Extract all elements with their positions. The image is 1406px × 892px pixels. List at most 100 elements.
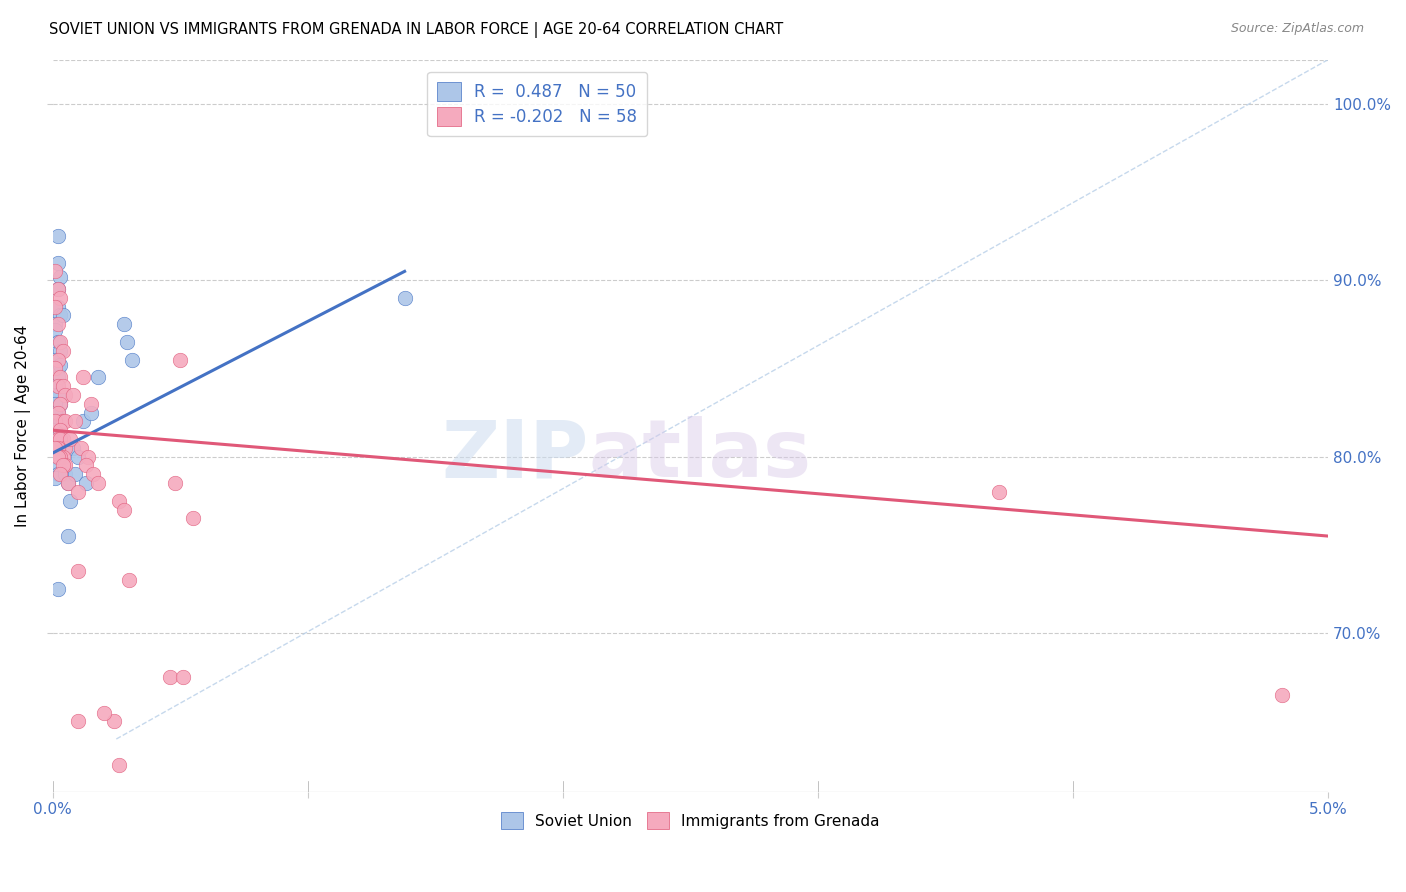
Point	[49, 414, 72, 428]
Point	[46, 467, 69, 482]
Point	[44, 323, 66, 337]
Point	[112, 318, 135, 332]
Point	[159, 670, 181, 684]
Point	[53, 467, 76, 482]
Point	[49, 370, 72, 384]
Point	[46, 441, 69, 455]
Point	[46, 414, 69, 428]
Point	[394, 291, 416, 305]
Point	[46, 441, 69, 455]
Point	[44, 300, 66, 314]
Text: ZIP: ZIP	[441, 416, 588, 494]
Point	[46, 379, 69, 393]
Point	[82, 467, 104, 482]
Point	[46, 405, 69, 419]
Point	[72, 370, 94, 384]
Point	[52, 432, 75, 446]
Point	[46, 370, 69, 384]
Point	[44, 361, 66, 376]
Point	[108, 758, 131, 772]
Point	[56, 476, 79, 491]
Point	[44, 397, 66, 411]
Point	[49, 432, 72, 446]
Point	[65, 467, 87, 482]
Point	[44, 414, 66, 428]
Point	[62, 441, 84, 455]
Point	[80, 397, 103, 411]
Point	[112, 502, 135, 516]
Point	[46, 388, 69, 402]
Point	[49, 291, 72, 305]
Point	[87, 476, 110, 491]
Point	[44, 318, 66, 332]
Point	[49, 450, 72, 464]
Point	[49, 358, 72, 372]
Point	[46, 318, 69, 332]
Point	[49, 450, 72, 464]
Point	[56, 529, 79, 543]
Point	[44, 441, 66, 455]
Point	[44, 405, 66, 419]
Point	[169, 352, 191, 367]
Point	[52, 450, 75, 464]
Point	[80, 405, 103, 419]
Point	[46, 450, 69, 464]
Point	[77, 450, 100, 464]
Point	[46, 582, 69, 596]
Point	[988, 485, 1011, 500]
Point	[121, 352, 143, 367]
Point	[72, 414, 94, 428]
Point	[46, 300, 69, 314]
Point	[67, 714, 90, 729]
Point	[52, 309, 75, 323]
Point	[44, 264, 66, 278]
Point	[163, 476, 186, 491]
Point	[44, 441, 66, 455]
Point	[103, 714, 125, 729]
Point	[49, 343, 72, 358]
Point	[53, 441, 76, 455]
Text: atlas: atlas	[588, 416, 811, 494]
Point	[44, 388, 66, 402]
Point	[93, 706, 115, 720]
Point	[87, 370, 110, 384]
Point	[49, 467, 72, 482]
Point	[46, 432, 69, 446]
Point	[67, 485, 90, 500]
Point	[108, 493, 131, 508]
Point	[44, 471, 66, 485]
Point	[49, 397, 72, 411]
Point	[172, 670, 194, 684]
Point	[118, 573, 141, 587]
Point	[44, 458, 66, 473]
Point	[49, 397, 72, 411]
Point	[46, 352, 69, 367]
Point	[59, 432, 82, 446]
Point	[69, 441, 91, 455]
Point	[65, 414, 87, 428]
Point	[46, 361, 69, 376]
Point	[59, 493, 82, 508]
Point	[46, 282, 69, 296]
Point	[1271, 688, 1294, 702]
Y-axis label: In Labor Force | Age 20-64: In Labor Force | Age 20-64	[15, 325, 31, 527]
Point	[62, 388, 84, 402]
Point	[44, 352, 66, 367]
Point	[44, 432, 66, 446]
Point	[52, 379, 75, 393]
Point	[44, 423, 66, 437]
Point	[49, 334, 72, 349]
Point	[46, 282, 69, 296]
Point	[115, 334, 138, 349]
Point	[49, 269, 72, 284]
Point	[46, 334, 69, 349]
Point	[46, 405, 69, 419]
Point	[75, 458, 97, 473]
Point	[49, 423, 72, 437]
Point	[46, 432, 69, 446]
Text: Source: ZipAtlas.com: Source: ZipAtlas.com	[1230, 22, 1364, 36]
Legend: Soviet Union, Immigrants from Grenada: Soviet Union, Immigrants from Grenada	[495, 805, 886, 836]
Point	[46, 450, 69, 464]
Point	[53, 414, 76, 428]
Point	[52, 343, 75, 358]
